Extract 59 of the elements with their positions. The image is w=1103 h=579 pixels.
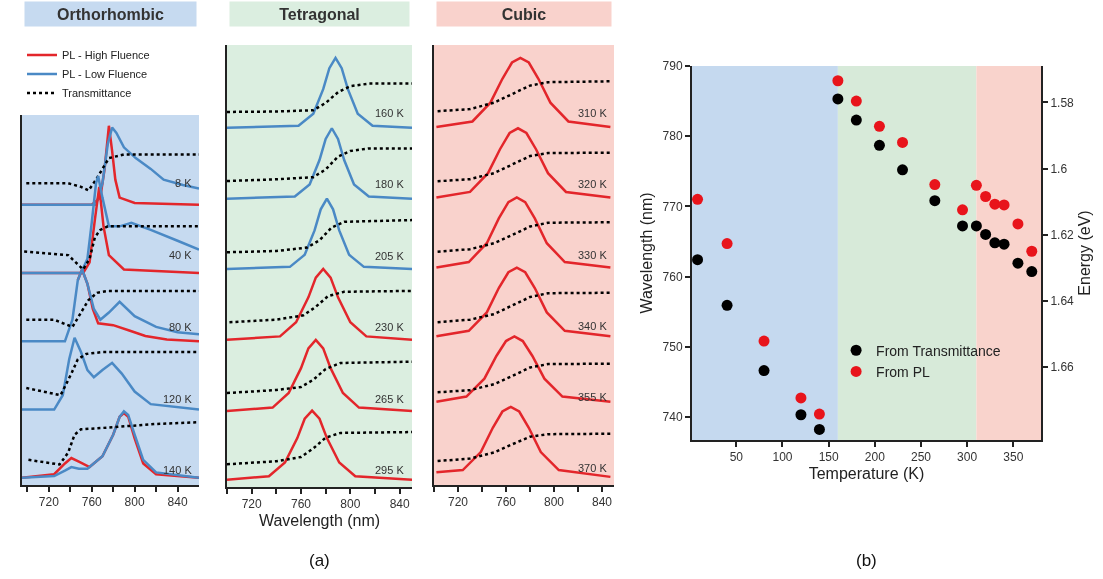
x-tick-label: 50 (729, 450, 744, 465)
y2-tick-label: 1.6 (1050, 161, 1068, 176)
annotation: 160 K (375, 107, 405, 119)
annotation: 340 K (578, 320, 608, 332)
y-tick-label: 740 (662, 410, 683, 425)
annotation: 140 K (163, 464, 193, 476)
x-axis-title: Temperature (K) (808, 464, 925, 482)
annotation: 120 K (163, 393, 193, 405)
x-tick-label: 720 (241, 497, 262, 512)
chart-title: Tetragonal (279, 5, 360, 23)
annotation: 295 K (375, 464, 405, 476)
x-tick-label: 800 (124, 495, 145, 510)
x-tick-label: 760 (290, 497, 312, 512)
x-tick-label: 720 (38, 495, 60, 510)
annotation: 320 K (578, 178, 608, 190)
y-tick-label: 750 (662, 339, 683, 354)
annotation: 310 K (578, 107, 608, 119)
annotation: 180 K (375, 178, 405, 190)
annotation: 265 K (375, 393, 405, 405)
legend-label: From PL (876, 363, 930, 380)
legend-label: PL - High Fluence (62, 49, 150, 62)
y2-tick-label: 1.66 (1050, 360, 1075, 375)
annotation: 40 K (169, 249, 193, 261)
x-tick-label: 760 (81, 495, 103, 510)
x-tick-label: 840 (389, 497, 410, 512)
y-tick-label: 780 (662, 129, 683, 144)
x-tick-label: 100 (772, 450, 793, 465)
x-tick-label: 800 (543, 495, 565, 510)
x-tick-label: 200 (864, 450, 886, 465)
text: (b) (856, 551, 877, 570)
x-tick-label: 300 (957, 450, 978, 465)
chart-title: Orthorhombic (57, 5, 164, 23)
y2-tick-label: 1.64 (1050, 294, 1075, 309)
x-tick-label: 720 (447, 495, 469, 510)
y2-tick-label: 1.62 (1050, 228, 1075, 242)
y-tick-label: 770 (662, 199, 683, 214)
x-tick-label: 840 (591, 495, 613, 510)
chart-title: Cubic (501, 5, 547, 23)
y-axis-title: Wavelength (nm) (637, 192, 655, 314)
y2-axis-title: Energy (eV) (1076, 210, 1094, 296)
annotation: 205 K (375, 250, 405, 262)
x-tick-label: 350 (1003, 450, 1024, 465)
legend-label: Transmittance (62, 87, 132, 100)
x-tick-label: 840 (167, 495, 188, 510)
x-tick-label: 150 (818, 450, 839, 465)
x-tick-label: 800 (340, 497, 361, 512)
y-tick-label: 760 (662, 269, 683, 284)
annotation: 370 K (578, 462, 608, 474)
x-tick-label: 760 (495, 495, 517, 510)
annotation: 230 K (375, 321, 405, 333)
annotation: 330 K (578, 249, 608, 261)
x-tick-label: 250 (910, 450, 932, 465)
y-tick-label: 790 (662, 59, 683, 74)
y2-tick-label: 1.58 (1050, 95, 1075, 110)
legend-label: PL - Low Fluence (62, 68, 148, 81)
text: (a) (309, 551, 330, 570)
legend-label: From Transmittance (876, 342, 1001, 359)
x-axis-title: Wavelength (nm) (258, 511, 381, 529)
annotation: 80 K (169, 321, 193, 333)
